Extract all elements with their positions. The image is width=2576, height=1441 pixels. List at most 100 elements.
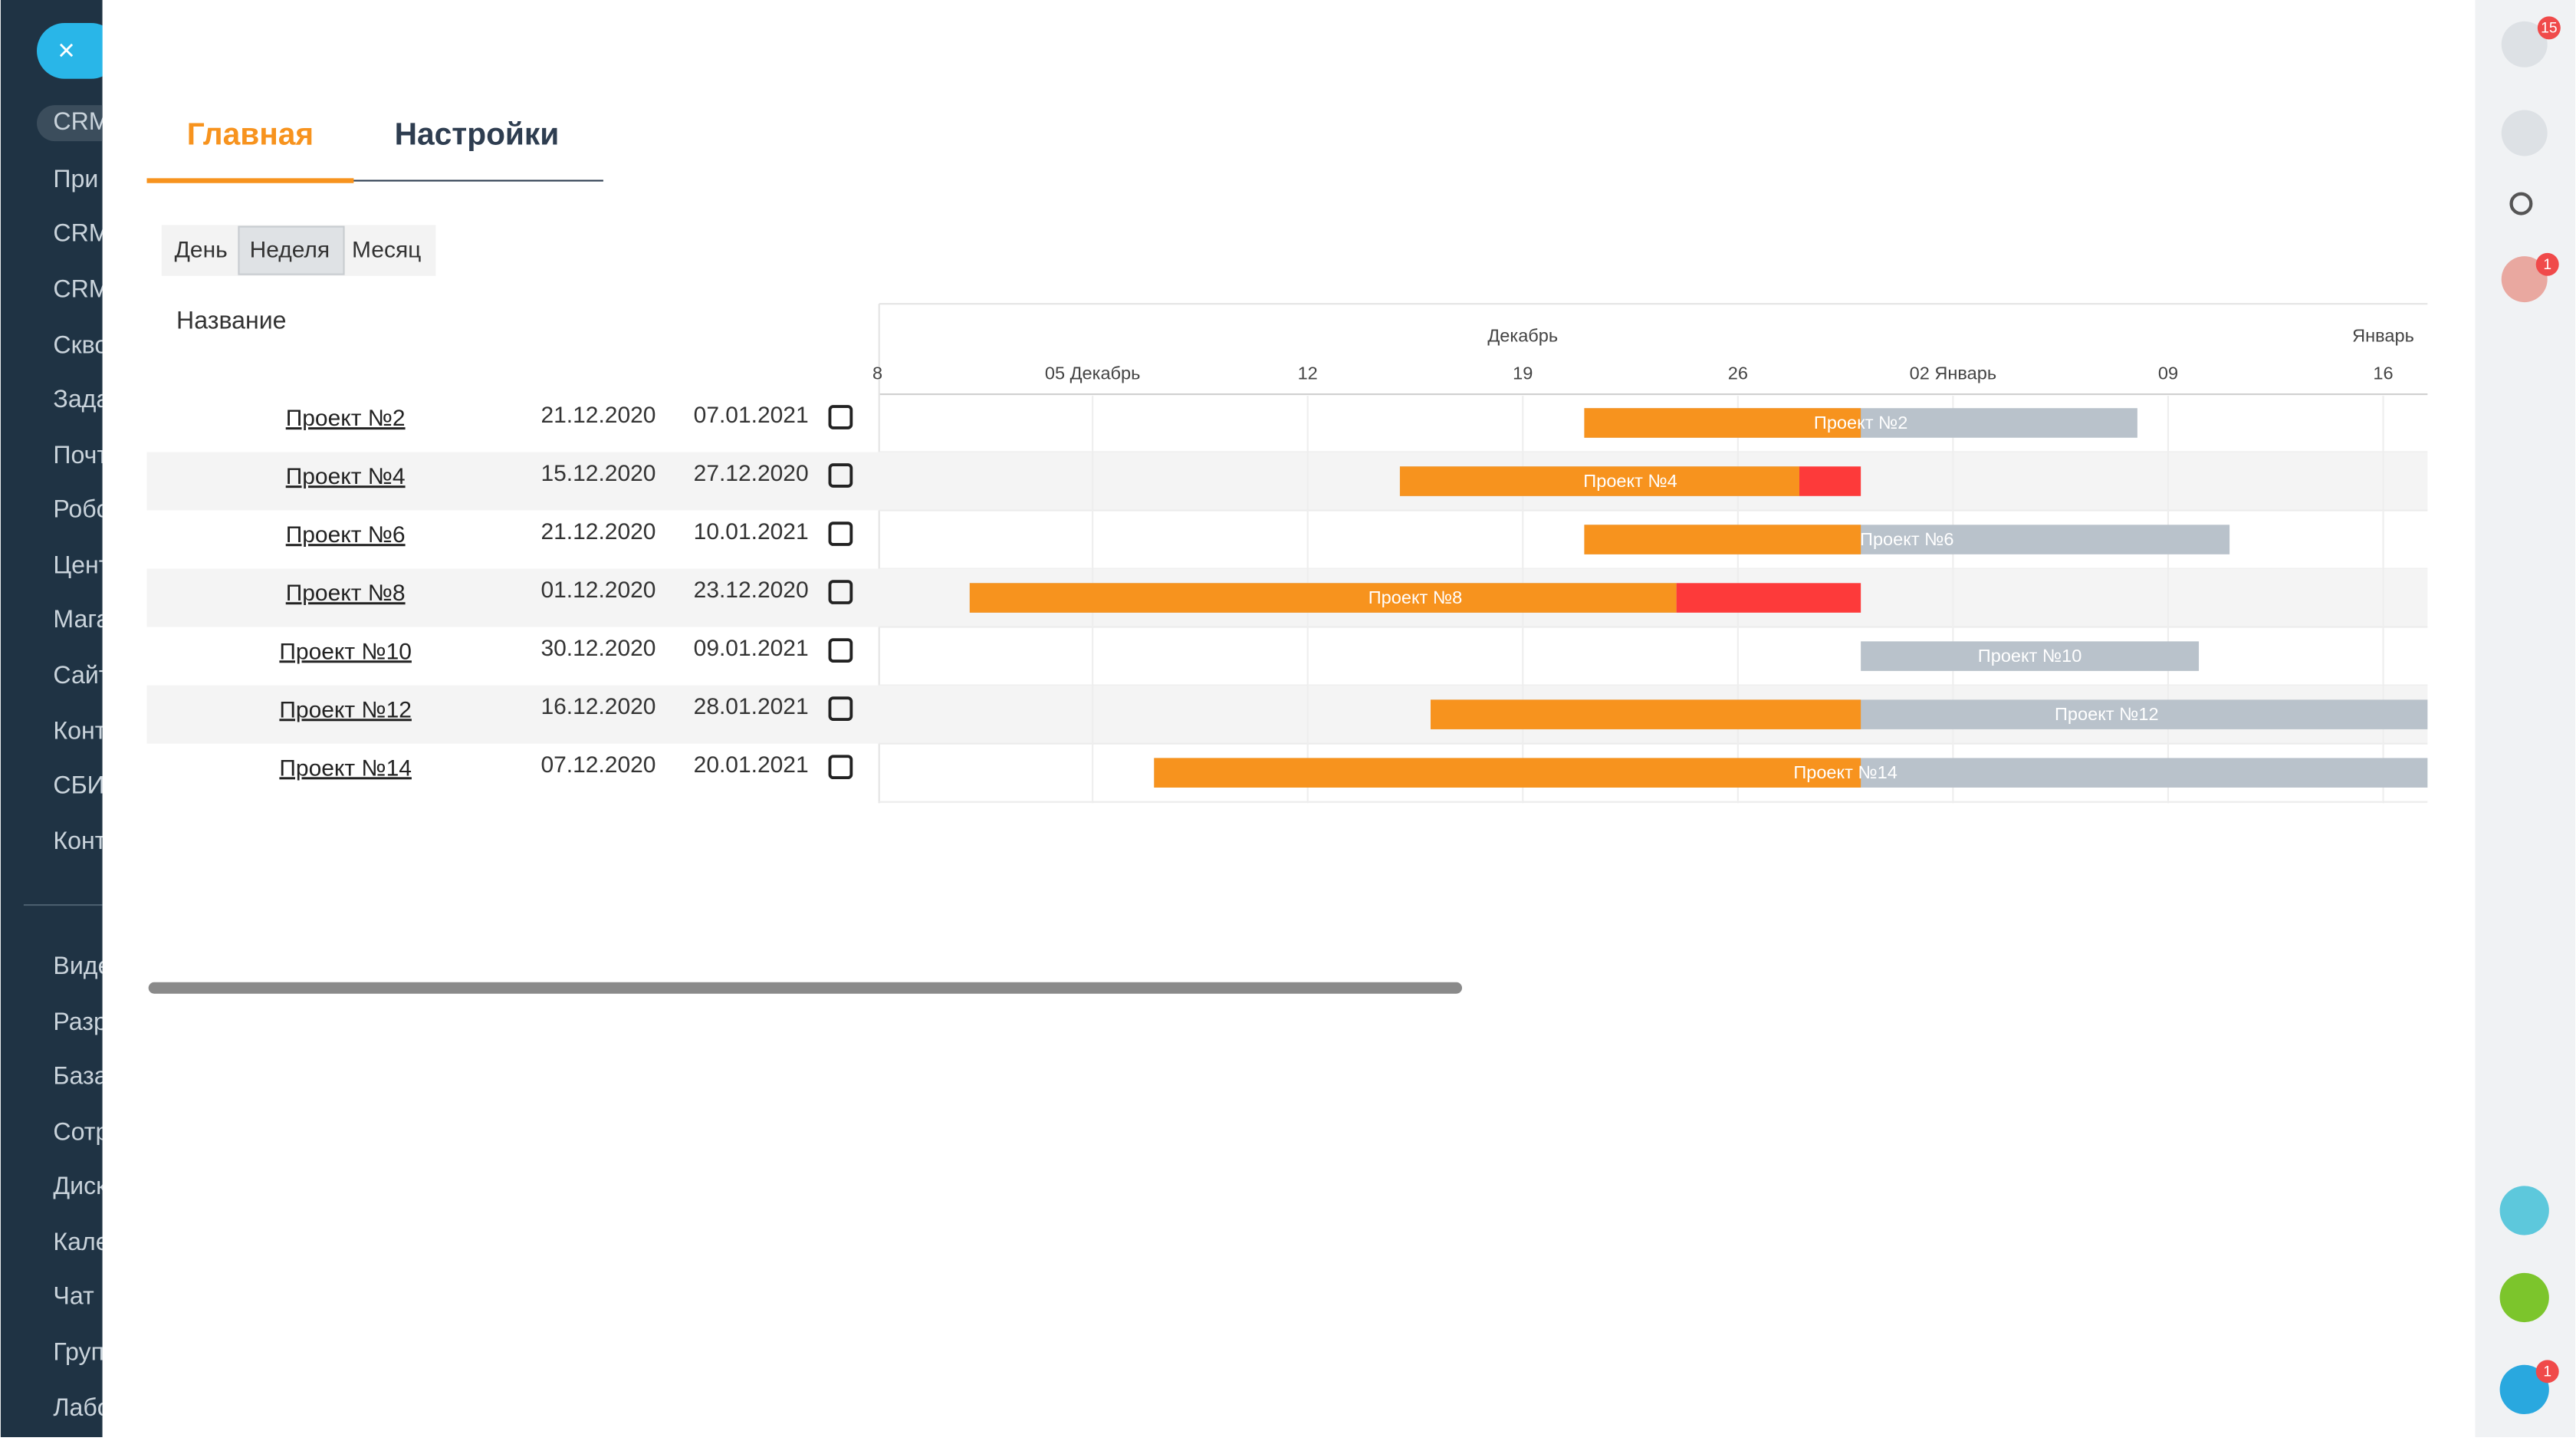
menu-item[interactable]: Виде [53, 952, 111, 979]
start-date: 21.12.2020 [540, 403, 656, 428]
start-date: 15.12.2020 [540, 461, 656, 486]
close-icon: × [58, 35, 75, 67]
start-date: 21.12.2020 [540, 519, 656, 544]
menu-item[interactable]: Разр [53, 1008, 107, 1035]
edit-icon[interactable] [828, 463, 853, 488]
scale-button[interactable]: Неделя [250, 238, 330, 263]
menu-item[interactable]: Конт [53, 717, 106, 745]
task-link[interactable]: Проект №2 [286, 406, 406, 431]
scale-button[interactable]: День [175, 238, 228, 263]
menu-item[interactable]: CRM [53, 107, 109, 135]
done-bar [1584, 525, 1861, 554]
menu-item[interactable]: CRM [53, 219, 109, 247]
end-date: 27.12.2020 [694, 461, 809, 486]
tick-label: 02 Январь [1910, 364, 1996, 383]
edit-icon[interactable] [828, 638, 853, 663]
start-date: 30.12.2020 [540, 636, 656, 661]
tick-label: 12 [1298, 364, 1318, 383]
menu-item[interactable]: Мага [53, 605, 110, 633]
left-sidebar [0, 0, 103, 1437]
end-date: 09.01.2021 [694, 636, 809, 661]
menu-item[interactable]: Лабо [53, 1393, 110, 1421]
chat-icon[interactable] [2499, 1186, 2549, 1235]
menu-pill [37, 105, 120, 142]
edit-icon[interactable] [828, 521, 853, 546]
task-bar [1861, 641, 2200, 671]
task-link[interactable]: Проект №8 [286, 581, 406, 606]
bar-label: Проект №6 [1860, 529, 1953, 549]
tab[interactable]: Главная [187, 117, 314, 152]
avatar[interactable] [2501, 256, 2548, 303]
done-bar [969, 583, 1677, 613]
scale-button[interactable]: Месяц [352, 238, 421, 263]
menu-item[interactable]: Диск [53, 1172, 107, 1199]
task-link[interactable]: Проект №6 [286, 522, 406, 548]
bar-label: Проект №14 [1793, 762, 1898, 782]
bar-label: Проект №8 [1368, 587, 1462, 607]
task-link[interactable]: Проект №4 [286, 464, 406, 489]
edit-icon[interactable] [828, 755, 853, 780]
tick-label: 19 [1513, 364, 1533, 383]
bell-icon[interactable] [2501, 110, 2548, 156]
edit-icon[interactable] [828, 580, 853, 604]
start-date: 16.12.2020 [540, 694, 656, 719]
month-label: Январь [2352, 325, 2414, 345]
done-bar [1431, 699, 1861, 729]
overdue-bar [1799, 466, 1861, 496]
tab[interactable]: Настройки [395, 117, 560, 152]
edit-icon[interactable] [828, 405, 853, 429]
panel-icons [2499, 21, 2549, 1415]
badge-count: 1 [2543, 1364, 2551, 1380]
badge [2537, 16, 2561, 40]
tick-label: 26 [1728, 364, 1748, 383]
menu-item[interactable]: База [53, 1061, 107, 1089]
menu-item[interactable]: Груп [53, 1337, 104, 1365]
menu-item[interactable]: Чат [53, 1281, 94, 1309]
menu-item[interactable]: Кале [53, 1228, 109, 1255]
task-link[interactable]: Проект №14 [279, 755, 412, 781]
task-link[interactable]: Проект №10 [279, 639, 412, 664]
task-link[interactable]: Проект №12 [279, 697, 412, 722]
start-date: 07.12.2020 [540, 752, 656, 778]
end-date: 23.12.2020 [694, 577, 809, 603]
edit-icon[interactable] [828, 696, 853, 721]
help-icon[interactable] [2501, 21, 2548, 67]
bar-label: Проект №2 [1814, 413, 1907, 433]
month-label: Декабрь [1487, 325, 1558, 345]
bar-label: Проект №12 [2055, 704, 2159, 724]
tick-label: 05 Декабрь [1045, 364, 1141, 383]
menu-item[interactable]: CRM [53, 275, 109, 303]
done-bar [1154, 758, 1861, 788]
badge [2535, 1360, 2559, 1383]
close-button[interactable] [37, 22, 120, 79]
phone-icon[interactable] [2499, 1272, 2549, 1323]
tick-label: 8 [872, 364, 882, 383]
menu-item[interactable]: Почт [53, 441, 108, 469]
menu-item[interactable]: Скво [53, 331, 108, 358]
learn-icon[interactable] [2499, 1364, 2549, 1415]
menu-item[interactable]: При [53, 165, 98, 192]
badge [2535, 252, 2559, 276]
end-date: 10.01.2021 [694, 519, 809, 544]
done-bar [1584, 408, 1861, 438]
badge-count: 15 [2541, 21, 2557, 37]
done-bar [1399, 466, 1799, 496]
bar-label: Проект №10 [1978, 646, 2082, 666]
menu-item[interactable]: СБИ [53, 771, 104, 798]
bar-label: Проект №4 [1583, 471, 1677, 491]
menu-item[interactable]: Зада [53, 385, 110, 413]
scrollbar[interactable] [148, 982, 1463, 994]
search-icon[interactable] [2509, 192, 2533, 215]
menu-item[interactable]: Сайт [53, 661, 110, 689]
bars: Проект №2 Проект №4 Проект №6 Проект №8 Прое… [969, 408, 2428, 788]
row-stripe [146, 452, 2428, 511]
active-scale [238, 225, 345, 275]
column-header: Название [176, 306, 287, 334]
menu-item[interactable]: Сотр [53, 1117, 109, 1145]
tick-label: 09 [2158, 364, 2178, 383]
menu-item[interactable]: Конт [53, 827, 106, 854]
menu-item[interactable]: Цент [53, 551, 110, 578]
menu-item[interactable]: Робо [53, 495, 110, 523]
start-date: 01.12.2020 [540, 577, 656, 603]
